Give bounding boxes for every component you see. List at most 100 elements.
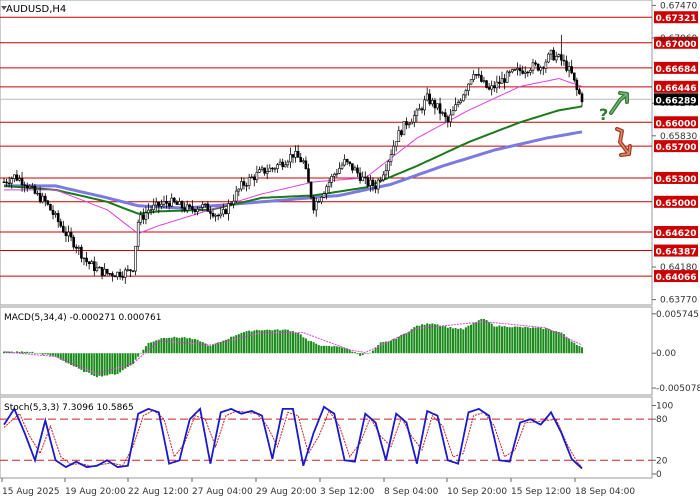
candle-body xyxy=(216,214,220,217)
macd-bar xyxy=(126,353,129,367)
candle-body xyxy=(240,181,243,190)
candle-body xyxy=(462,94,465,102)
candle-body xyxy=(227,203,230,215)
candle-body xyxy=(196,208,199,213)
macd-bar xyxy=(139,353,142,354)
candle-body xyxy=(580,93,584,103)
candle-body xyxy=(296,151,300,158)
macd-signal-line xyxy=(3,321,583,375)
macd-bar xyxy=(209,345,212,354)
level-label: 0.65000 xyxy=(656,199,697,209)
macd-bar xyxy=(206,345,209,354)
candle-body xyxy=(131,270,135,272)
candle-body xyxy=(309,181,313,198)
candle-body xyxy=(330,176,334,183)
macd-bar xyxy=(511,327,514,354)
macd-bar xyxy=(286,329,289,354)
macd-bar xyxy=(235,335,238,354)
stochastic-axis: 100 80 20 0 xyxy=(652,401,673,480)
candle-body xyxy=(62,225,65,233)
candle-body xyxy=(20,178,24,186)
macd-bar xyxy=(392,338,395,354)
candle-body xyxy=(87,261,91,265)
macd-bar xyxy=(335,346,338,354)
candle-body xyxy=(108,273,112,275)
macd-bar xyxy=(80,353,83,370)
candle-body xyxy=(31,185,34,188)
macd-bar xyxy=(423,324,426,354)
candle-body xyxy=(13,174,16,179)
candle-body xyxy=(335,173,339,175)
macd-bar xyxy=(482,319,485,354)
candle-body xyxy=(98,266,101,269)
macd-bar xyxy=(237,334,240,354)
candle-body xyxy=(144,212,148,220)
candle-body xyxy=(472,74,475,80)
stochastic-tick-label: 0 xyxy=(656,470,662,480)
macd-bar xyxy=(98,353,101,376)
macd-bar xyxy=(142,349,145,354)
macd-bar xyxy=(457,328,460,354)
macd-bar xyxy=(513,326,516,354)
stochastic-panel: 100 80 20 0 Stoch(5,3,3) 7.3096 10.5865 xyxy=(0,396,673,480)
candle-body xyxy=(518,67,522,72)
macd-bar xyxy=(279,330,282,354)
candle-body xyxy=(198,207,202,210)
candle-body xyxy=(2,181,6,184)
candle-body xyxy=(255,172,259,181)
candle-body xyxy=(464,90,468,96)
macd-bar xyxy=(183,337,186,354)
candle-body xyxy=(304,160,308,169)
candle-body xyxy=(291,154,295,158)
macd-bar xyxy=(193,339,196,354)
candle-body xyxy=(69,231,73,238)
candle-body xyxy=(387,161,390,172)
macd-bar xyxy=(531,327,534,354)
macd-bar xyxy=(557,331,560,354)
macd-bar xyxy=(521,327,524,354)
macd-bar xyxy=(506,327,509,354)
candle-body xyxy=(25,185,29,189)
macd-bar xyxy=(449,326,452,354)
macd-bar xyxy=(361,353,364,356)
candle-body xyxy=(567,66,571,71)
candle-body xyxy=(412,115,416,123)
candle-body xyxy=(544,61,548,69)
candle-body xyxy=(418,108,421,111)
candle-body xyxy=(41,195,45,203)
candle-body xyxy=(492,85,496,89)
macd-bar xyxy=(351,351,354,354)
macd-bar xyxy=(93,353,96,377)
macd-bar xyxy=(359,353,362,356)
macd-bar xyxy=(116,353,119,375)
macd-bar xyxy=(103,353,106,376)
candle-body xyxy=(237,188,241,192)
candle-body xyxy=(534,62,537,65)
candle-body xyxy=(526,71,530,74)
macd-bar xyxy=(353,352,356,354)
candle-body xyxy=(320,196,323,203)
macd-bar xyxy=(542,328,545,354)
macd-bar xyxy=(248,330,251,354)
candle-body xyxy=(425,93,429,101)
macd-bar xyxy=(428,324,431,354)
price-tick-label: 0.67470 xyxy=(660,1,697,11)
level-label-bg xyxy=(654,195,698,208)
macd-bar xyxy=(395,338,398,354)
macd-bar xyxy=(46,353,49,355)
candle-body xyxy=(513,69,517,71)
candle-body xyxy=(508,71,512,73)
candle-body xyxy=(382,174,385,181)
macd-bar xyxy=(328,345,331,354)
macd-bar xyxy=(387,341,390,354)
macd-bar xyxy=(90,353,93,375)
level-label: 0.64620 xyxy=(656,229,697,239)
macd-bar xyxy=(379,342,382,354)
macd-bar xyxy=(54,353,57,357)
macd-bar xyxy=(271,330,274,354)
macd-bar xyxy=(382,341,385,354)
level-label: 0.67000 xyxy=(656,40,697,50)
candle-body xyxy=(500,78,504,84)
candle-body xyxy=(446,116,450,122)
